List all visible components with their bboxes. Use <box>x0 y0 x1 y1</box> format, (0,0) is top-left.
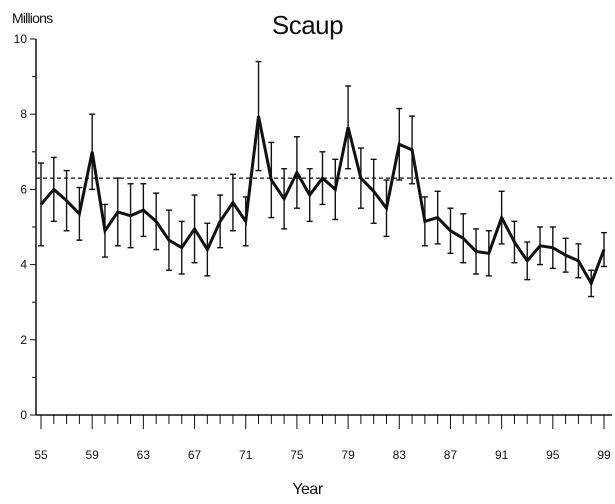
y-tick-label: 0 <box>20 408 27 422</box>
y-tick-label: 4 <box>20 258 27 272</box>
x-tick-label: 71 <box>239 448 253 462</box>
x-tick-label: 91 <box>495 448 509 462</box>
x-tick-label: 63 <box>137 448 151 462</box>
x-tick-label: 67 <box>188 448 202 462</box>
y-tick-label: 8 <box>20 107 27 121</box>
series-line <box>39 115 606 287</box>
x-tick-label: 59 <box>86 448 100 462</box>
y-tick-label: 2 <box>20 333 27 347</box>
y-axis-label: Millions <box>12 10 53 26</box>
y-tick-label: 6 <box>20 182 27 196</box>
x-tick-label: 83 <box>393 448 407 462</box>
y-tick-label: 10 <box>14 32 28 46</box>
x-tick-label: 87 <box>444 448 458 462</box>
x-tick-label: 55 <box>34 448 48 462</box>
x-tick-label: 99 <box>597 448 611 462</box>
x-axis-label: Year <box>292 481 323 498</box>
x-tick-label: 79 <box>341 448 355 462</box>
chart-title: Scaup <box>271 10 344 40</box>
x-tick-label: 95 <box>546 448 560 462</box>
x-tick-label: 75 <box>290 448 304 462</box>
